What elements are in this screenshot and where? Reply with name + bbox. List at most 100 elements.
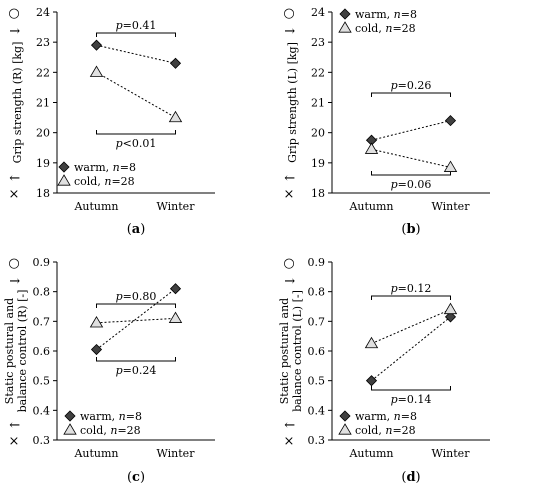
y-tick-label: 0.7 <box>33 315 51 328</box>
x-tick-label: Winter <box>432 200 471 213</box>
y-tick-label: 22 <box>311 66 325 79</box>
significance-bracket <box>96 130 176 135</box>
p-value-label: p<0.01 <box>116 137 157 150</box>
panel-c: 0.3 0.4 0.5 0.6 0.7 0.8 0.9 Autumn Winter Static … <box>3 256 215 485</box>
y-tick-label: 21 <box>311 97 325 110</box>
p-value-label: p=0.26 <box>391 79 432 92</box>
series-line <box>96 317 176 324</box>
legend-label: cold, n=28 <box>355 22 416 35</box>
series-line <box>371 309 451 345</box>
legend-marker-diamond <box>339 410 351 422</box>
series-line <box>96 44 176 64</box>
y-tick-label: 0.8 <box>33 286 51 299</box>
data-point-diamond <box>90 39 103 51</box>
y-tick-label: 18 <box>36 187 50 200</box>
x-tick-label: Autumn <box>73 447 118 460</box>
p-value-label: p=0.41 <box>116 19 157 32</box>
legend-marker-triangle <box>63 423 77 435</box>
data-point-triangle <box>443 302 458 315</box>
legend-label: warm, n=8 <box>355 410 417 423</box>
data-point-diamond <box>90 343 103 356</box>
y-tick-label: 0.6 <box>308 345 326 358</box>
significance-bracket <box>96 303 176 308</box>
good-circle-icon: ○ <box>8 256 19 271</box>
panel-d: 0.3 0.4 0.5 0.6 0.7 0.8 0.9 Autumn Winter Static … <box>278 256 490 485</box>
legend-label: warm, n=8 <box>74 161 136 174</box>
y-tick-label: 0.8 <box>308 286 326 299</box>
y-tick-label: 0.3 <box>308 434 326 447</box>
y-tick-label: 23 <box>311 36 325 49</box>
y-tick-label: 20 <box>311 127 325 140</box>
p-value-label: p=0.80 <box>116 290 157 303</box>
y-tick-label: 0.9 <box>33 256 51 269</box>
data-point-diamond <box>169 283 182 295</box>
data-point-diamond <box>365 375 378 387</box>
up-arrow-icon: ↑ <box>281 26 296 37</box>
y-tick-label: 0.6 <box>33 345 51 358</box>
y-tick-label: 0.9 <box>308 256 326 269</box>
significance-bracket <box>371 92 451 97</box>
x-tick-label: Autumn <box>73 200 118 213</box>
x-tick-label: Autumn <box>348 447 393 460</box>
data-point-triangle <box>89 65 104 77</box>
up-arrow-icon: ↑ <box>6 26 21 37</box>
legend-marker-triangle <box>338 423 352 435</box>
x-tick-label: Winter <box>157 447 196 460</box>
y-tick-label: 24 <box>311 6 325 19</box>
y-axis-label: Grip strength (L) [kg] <box>286 42 299 163</box>
y-tick-label: 0.3 <box>33 434 51 447</box>
legend-marker-diamond <box>339 8 351 20</box>
significance-bracket <box>371 386 451 391</box>
legend-label: warm, n=8 <box>80 410 142 423</box>
y-tick-label: 0.5 <box>33 375 51 388</box>
data-point-triangle <box>364 336 379 349</box>
data-point-triangle <box>443 160 458 172</box>
panel-label: (b) <box>401 222 420 237</box>
data-point-triangle <box>364 142 379 154</box>
data-point-diamond <box>169 57 182 69</box>
series-line <box>371 120 451 141</box>
down-arrow-icon: ↓ <box>6 173 21 184</box>
good-circle-icon: ○ <box>8 6 19 21</box>
up-arrow-icon: ↑ <box>6 276 21 287</box>
significance-bracket <box>96 357 176 362</box>
good-circle-icon: ○ <box>283 6 294 21</box>
y-tick-label: 24 <box>36 6 50 19</box>
series-line <box>371 148 451 168</box>
significance-bracket <box>371 171 451 176</box>
data-point-diamond <box>444 311 457 323</box>
panel-label: (a) <box>127 222 146 237</box>
y-tick-label: 0.4 <box>308 404 326 417</box>
panel-b: 18 19 20 21 22 23 24 Autumn Winter Grip strength … <box>281 6 490 237</box>
legend-marker-diamond <box>58 161 70 173</box>
legend-label: cold, n=28 <box>355 424 416 437</box>
y-axis-label: Grip strength (R) [kg] <box>11 42 24 164</box>
data-point-diamond <box>444 115 457 127</box>
y-tick-label: 18 <box>311 187 325 200</box>
legend-marker-triangle <box>57 174 71 186</box>
down-arrow-icon: ↓ <box>281 420 296 431</box>
down-arrow-icon: ↓ <box>281 173 296 184</box>
down-arrow-icon: ↓ <box>6 420 21 431</box>
y-tick-label: 0.5 <box>308 375 326 388</box>
y-axis-label: Static postural andbalance control (L) [… <box>278 290 304 412</box>
legend-label: cold, n=28 <box>74 175 135 188</box>
bad-cross-icon: × <box>284 434 295 449</box>
y-tick-label: 0.7 <box>308 315 326 328</box>
p-value-label: p=0.14 <box>391 393 432 406</box>
bad-cross-icon: × <box>284 187 295 202</box>
series-line <box>96 288 176 350</box>
legend-marker-diamond <box>64 410 76 422</box>
significance-bracket <box>96 32 176 37</box>
y-axis-label: Static postural andbalance control (R) [… <box>3 290 29 413</box>
bad-cross-icon: × <box>9 434 20 449</box>
legend-label: cold, n=28 <box>80 424 141 437</box>
p-value-label: p=0.24 <box>116 364 157 377</box>
x-tick-label: Autumn <box>348 200 393 213</box>
panel-label: (c) <box>127 470 145 485</box>
panel-a: 18 19 20 21 22 23 24 Autumn Winter Grip strength … <box>6 6 215 237</box>
series-line <box>371 316 451 382</box>
x-tick-label: Winter <box>157 200 196 213</box>
y-tick-label: 20 <box>36 127 50 140</box>
